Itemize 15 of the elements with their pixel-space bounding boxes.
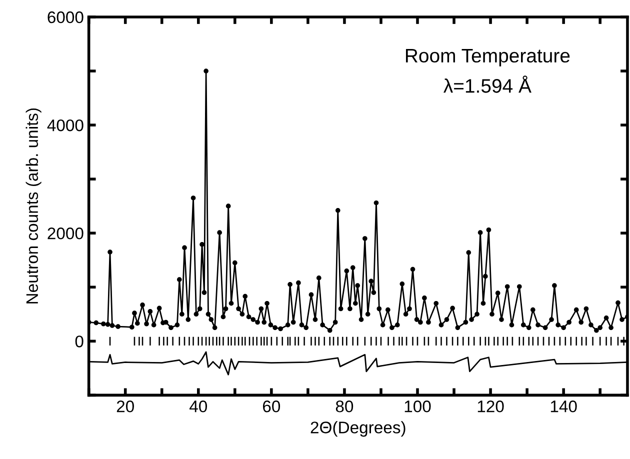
y-tick-label: 0 xyxy=(75,336,84,348)
x-axis-title: 2Θ(Degrees) xyxy=(310,421,406,437)
x-tick-label: 60 xyxy=(263,400,280,412)
x-tick-label: 20 xyxy=(116,400,134,412)
x-tick-label: 100 xyxy=(404,400,431,412)
y-tick-label: 6000 xyxy=(48,11,84,24)
y-axis-title: Neutron counts (arb. units) xyxy=(26,108,42,304)
annotation: λ=1.594 Å xyxy=(444,76,532,93)
y-tick-label: 2000 xyxy=(48,228,84,240)
x-tick-label: 120 xyxy=(478,400,504,412)
x-tick-label: 80 xyxy=(336,400,354,412)
y-tick-label: 4000 xyxy=(47,119,84,132)
x-tick-label: 40 xyxy=(190,400,208,412)
annotation: Room Temperature xyxy=(406,48,570,66)
x-tick-label: 140 xyxy=(550,400,577,412)
